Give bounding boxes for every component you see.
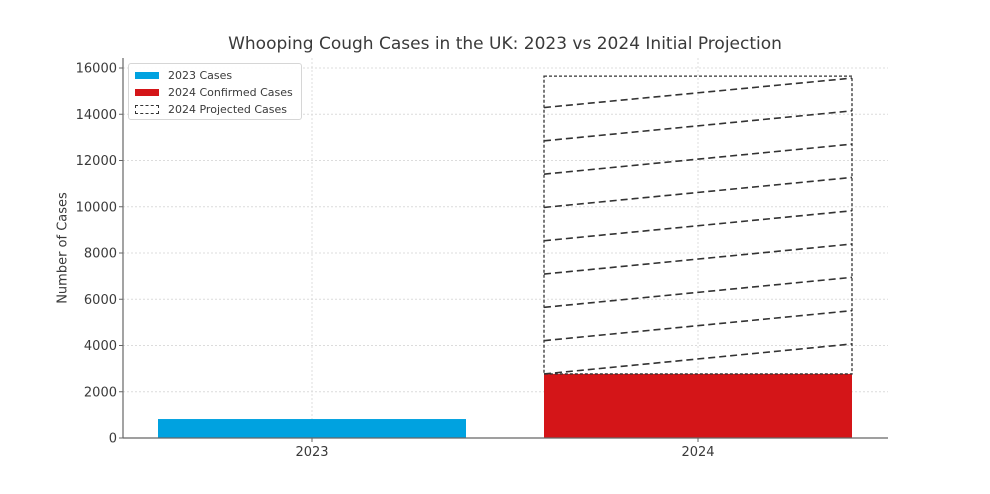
projection-hatch-line: [543, 143, 853, 175]
projection-hatch-line: [543, 176, 853, 209]
y-tick-label: 10000: [76, 200, 117, 215]
y-tick-label: 8000: [84, 247, 117, 262]
projection-hatch-line: [543, 276, 853, 309]
y-tick-label: 0: [109, 432, 117, 447]
bar-2024-confirmed: [544, 373, 852, 438]
bar-2023-cases: [158, 419, 466, 438]
x-tick-label: 2024: [681, 445, 714, 460]
legend-item-2024-confirmed: 2024 Confirmed Cases: [135, 85, 293, 99]
y-tick-label: 2000: [84, 385, 117, 400]
legend-label: 2023 Cases: [168, 68, 233, 82]
legend-swatch-dashed: [135, 104, 159, 114]
projection-hatch-line: [543, 243, 853, 275]
y-tick-label: 14000: [76, 108, 117, 123]
chart-title: Whooping Cough Cases in the UK: 2023 vs …: [228, 34, 782, 54]
projection-hatch-line: [543, 209, 853, 242]
bar-2024-projected: [543, 75, 853, 375]
legend-label: 2024 Projected Cases: [168, 102, 288, 116]
legend: 2023 Cases 2024 Confirmed Cases 2024 Pro…: [128, 63, 302, 120]
legend-item-2024-projected: 2024 Projected Cases: [135, 102, 287, 116]
y-tick-label: 6000: [84, 293, 117, 308]
projection-hatch-line: [543, 343, 853, 375]
legend-swatch-blue: [135, 71, 159, 79]
legend-swatch-red: [135, 88, 159, 96]
y-tick-label: 4000: [84, 339, 117, 354]
x-tick-label: 2023: [295, 445, 328, 460]
projection-hatch-line: [543, 77, 853, 109]
y-tick-label: 12000: [76, 154, 117, 169]
projection-hatch-line: [543, 110, 853, 142]
legend-item-2023-cases: 2023 Cases: [135, 68, 232, 82]
legend-label: 2024 Confirmed Cases: [168, 85, 293, 99]
y-tick-label: 16000: [76, 62, 117, 77]
projection-hatch-line: [543, 309, 853, 342]
